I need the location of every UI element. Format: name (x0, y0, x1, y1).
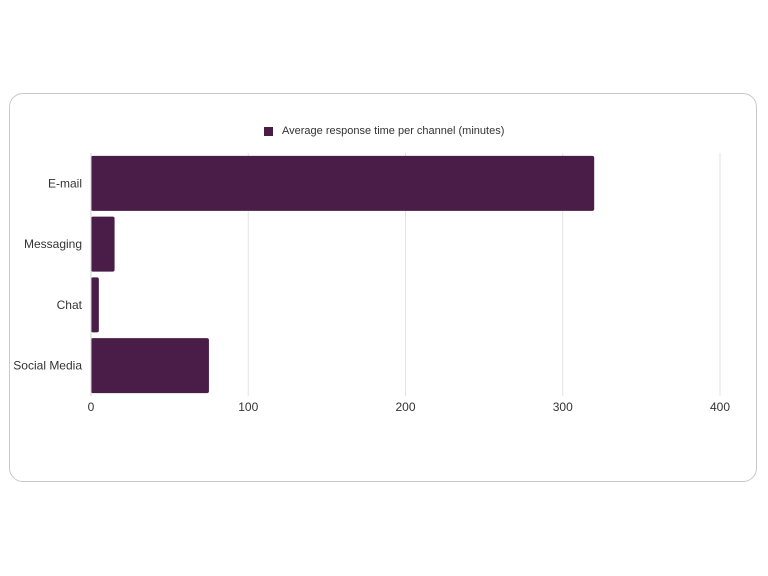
x-tick-label: 0 (88, 400, 95, 414)
legend-label: Average response time per channel (minut… (282, 125, 505, 137)
x-tick-label: 400 (710, 400, 730, 414)
bar (91, 155, 595, 211)
legend-swatch (264, 126, 273, 136)
bar (91, 277, 99, 333)
bar (91, 216, 115, 272)
x-tick-label: 100 (238, 400, 258, 414)
bar (91, 338, 209, 394)
legend: Average response time per channel (minut… (264, 124, 504, 138)
x-tick-label: 200 (395, 400, 415, 414)
y-tick-label: Messaging (24, 237, 82, 251)
y-tick-label: Social Media (13, 359, 82, 373)
x-tick-label: 300 (553, 400, 573, 414)
y-tick-label: Chat (57, 298, 83, 312)
y-tick-label: E-mail (48, 176, 82, 190)
